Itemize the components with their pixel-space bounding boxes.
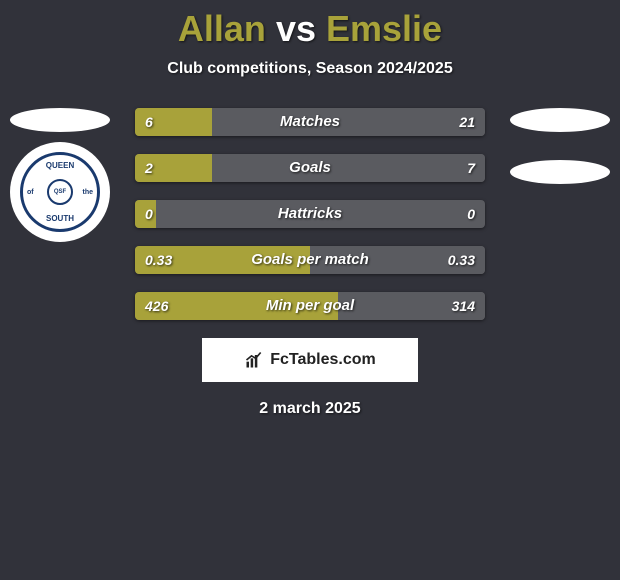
player1-badge-col: QUEEN of the SOUTH QSF — [10, 108, 110, 242]
player2-name: Emslie — [326, 8, 442, 49]
stat-row: 27Goals — [135, 154, 485, 182]
date-text: 2 march 2025 — [0, 400, 620, 418]
player1-photo-placeholder — [10, 108, 110, 132]
stat-label: Min per goal — [135, 292, 485, 320]
player2-club-placeholder — [510, 160, 610, 184]
stat-label: Goals per match — [135, 246, 485, 274]
crest-ball: QSF — [47, 179, 73, 205]
chart-icon — [244, 350, 264, 370]
crest-text-right: the — [83, 189, 94, 196]
stat-label: Hattricks — [135, 200, 485, 228]
stat-bars: 621Matches 27Goals 00Hattricks 0.330.33Goal… — [135, 108, 485, 320]
stat-row: 621Matches — [135, 108, 485, 136]
player1-club-crest: QUEEN of the SOUTH QSF — [10, 142, 110, 242]
footer-brand-text: FcTables.com — [270, 351, 376, 369]
subtitle: Club competitions, Season 2024/2025 — [0, 60, 620, 78]
crest-text-bottom: SOUTH — [46, 214, 74, 223]
player2-badge-col — [510, 108, 610, 184]
page-title: Allan vs Emslie — [0, 0, 620, 50]
stat-label: Goals — [135, 154, 485, 182]
stat-label: Matches — [135, 108, 485, 136]
stat-row: 426314Min per goal — [135, 292, 485, 320]
content: QUEEN of the SOUTH QSF 621Matches 27Goals… — [0, 108, 620, 320]
player1-name: Allan — [178, 8, 266, 49]
crest-text-top: QUEEN — [46, 161, 74, 170]
stat-row: 00Hattricks — [135, 200, 485, 228]
crest-ring: QUEEN of the SOUTH QSF — [20, 152, 100, 232]
crest-text-left: of — [27, 189, 34, 196]
player2-photo-placeholder — [510, 108, 610, 132]
footer-brand-badge[interactable]: FcTables.com — [202, 338, 418, 382]
stat-row: 0.330.33Goals per match — [135, 246, 485, 274]
crest-center: QSF — [54, 189, 66, 195]
vs-text: vs — [276, 8, 316, 49]
